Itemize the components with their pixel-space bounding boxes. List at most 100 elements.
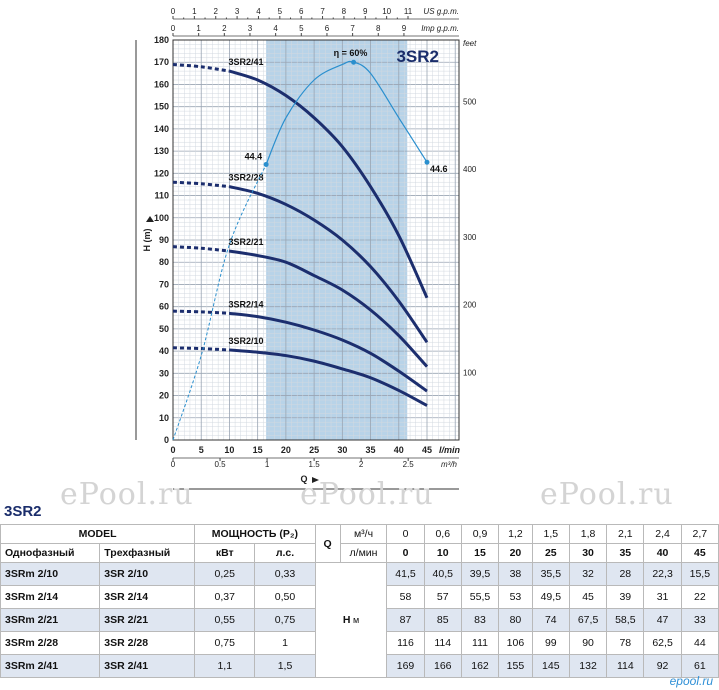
imp-unit: Imp g.p.m. (421, 24, 459, 33)
credit-logo: epool.ru (669, 674, 713, 688)
q-m3h-4: 1,5 (531, 524, 570, 544)
h-symbol: H (342, 614, 351, 626)
x-tick-label: 30 (337, 445, 347, 455)
x-tick-label: 45 (422, 445, 432, 455)
head-value: 38 (498, 562, 533, 586)
q-m3h-6: 2,1 (606, 524, 645, 544)
y-tick-label: 90 (159, 235, 169, 245)
performance-table: MODEL МОЩНОСТЬ (P₂) Q м³/ч 0 0,6 0,9 1,2… (0, 524, 719, 678)
h-unit: м (350, 615, 360, 625)
head-value: 40,5 (423, 562, 462, 586)
efficiency-label: η = 60% (334, 48, 368, 58)
curve-label: 3SR2/21 (228, 237, 263, 247)
q-lmin-4: 25 (531, 543, 570, 563)
x-axis-arrow-icon (312, 477, 319, 483)
x-unit-label: l/min (439, 445, 461, 455)
power-hp: 0,50 (254, 585, 316, 609)
head-value: 57 (423, 585, 462, 609)
table-row: 3SRm 2/28 3SR 2/28 0,75 1 116 114 111 106 99 90 78… (0, 631, 719, 655)
head-value: 80 (498, 608, 533, 632)
y-tick-label: 0 (164, 435, 169, 445)
h-label: H м (314, 562, 388, 678)
chart-title: 3SR2 (396, 47, 439, 66)
three-phase-model: 3SR 2/28 (99, 631, 196, 655)
us-tick-label: 9 (363, 7, 368, 16)
imp-tick-label: 9 (402, 24, 407, 33)
plot-frame (172, 39, 460, 441)
y-tick-label: 80 (159, 257, 169, 267)
y-axis-label: H (m) (142, 229, 152, 252)
efficiency-point-left (263, 161, 269, 167)
curve-dashed-3SR2-28 (172, 180, 230, 189)
efficiency-right-label: 44.6 (430, 164, 448, 174)
single-phase-model: 3SRm 2/41 (0, 654, 101, 678)
curve-3SR2-28 (229, 185, 429, 344)
q-lmin-5: 30 (568, 543, 608, 563)
table-header-row-2: Однофазный Трехфазный кВт л.с. л/мин 0 1… (0, 543, 719, 563)
q-unit-l: л/мин (339, 543, 388, 563)
single-phase-model: 3SRm 2/28 (0, 631, 101, 655)
us-tick-label: 0 (171, 7, 176, 16)
q-m3h-8: 2,7 (680, 524, 719, 544)
q-symbol: Q (323, 537, 332, 550)
q-label: Q (314, 524, 341, 563)
imp-tick-label: 5 (299, 24, 304, 33)
us-tick-label: 7 (320, 7, 325, 16)
us-tick-label: 4 (256, 7, 261, 16)
head-value: 132 (568, 654, 608, 678)
y-tick-label: 180 (154, 35, 169, 45)
head-value: 22 (680, 585, 719, 609)
us-tick-label: 2 (214, 7, 219, 16)
table-row: 3SRm 2/21 3SR 2/21 0,55 0,75 87 85 83 80 74 67,5 5… (0, 608, 719, 632)
head-value: 39,5 (460, 562, 500, 586)
y-tick-label: 120 (154, 168, 169, 178)
head-value: 145 (531, 654, 570, 678)
imp-tick-label: 6 (325, 24, 330, 33)
watermark-3: ePool.ru (540, 477, 674, 512)
q-lmin-7: 40 (643, 543, 682, 563)
head-value: 92 (643, 654, 682, 678)
head-value: 55,5 (460, 585, 500, 609)
us-unit: US g.p.m. (423, 7, 459, 16)
power-kw: 1,1 (194, 654, 256, 678)
q-lmin-2: 15 (460, 543, 500, 563)
us-tick-label: 11 (404, 7, 413, 16)
curve-dashed-3SR2-41 (172, 62, 230, 73)
head-value: 99 (531, 631, 570, 655)
head-value: 85 (423, 608, 462, 632)
feet-tick-label: 500 (463, 97, 477, 106)
pump-performance-chart: 0102030405060708090100110120130140150160… (135, 7, 477, 490)
y-tick-label: 60 (159, 302, 169, 312)
x-axis-label: Q (300, 474, 307, 484)
single-phase-header: Однофазный (0, 543, 101, 563)
curve-label: 3SR2/41 (228, 57, 263, 67)
head-value: 62,5 (643, 631, 682, 655)
us-tick-label: 6 (299, 7, 304, 16)
us-tick-label: 1 (192, 7, 197, 16)
x-tick-label: 10 (224, 445, 234, 455)
y-tick-label: 70 (159, 279, 169, 289)
efficiency-point-right (424, 159, 430, 165)
q-lmin-1: 10 (423, 543, 462, 563)
head-value: 83 (460, 608, 500, 632)
m3h-tick-label: 2.5 (403, 460, 415, 469)
curve-dashed-3SR2-14 (172, 309, 230, 315)
y-tick-label: 50 (159, 324, 169, 334)
single-phase-model: 3SRm 2/14 (0, 585, 101, 609)
hp-header: л.с. (254, 543, 316, 563)
q-unit-m3: м³/ч (339, 524, 388, 544)
head-value: 166 (423, 654, 462, 678)
q-m3h-5: 1,8 (568, 524, 608, 544)
head-value: 22,3 (643, 562, 682, 586)
head-value: 15,5 (680, 562, 719, 586)
head-value: 106 (498, 631, 533, 655)
feet-tick-label: 400 (463, 165, 477, 174)
single-phase-model: 3SRm 2/21 (0, 608, 101, 632)
efficiency-curve-dashed (172, 164, 267, 441)
efficiency-left-label: 44.4 (245, 151, 263, 161)
power-hp: 0,75 (254, 608, 316, 632)
m3h-tick-label: 0 (171, 460, 176, 469)
power-hp: 0,33 (254, 562, 316, 586)
table-row: 3SRm 2/41 3SR 2/41 1,1 1,5 169 166 162 155 145 13… (0, 654, 719, 678)
